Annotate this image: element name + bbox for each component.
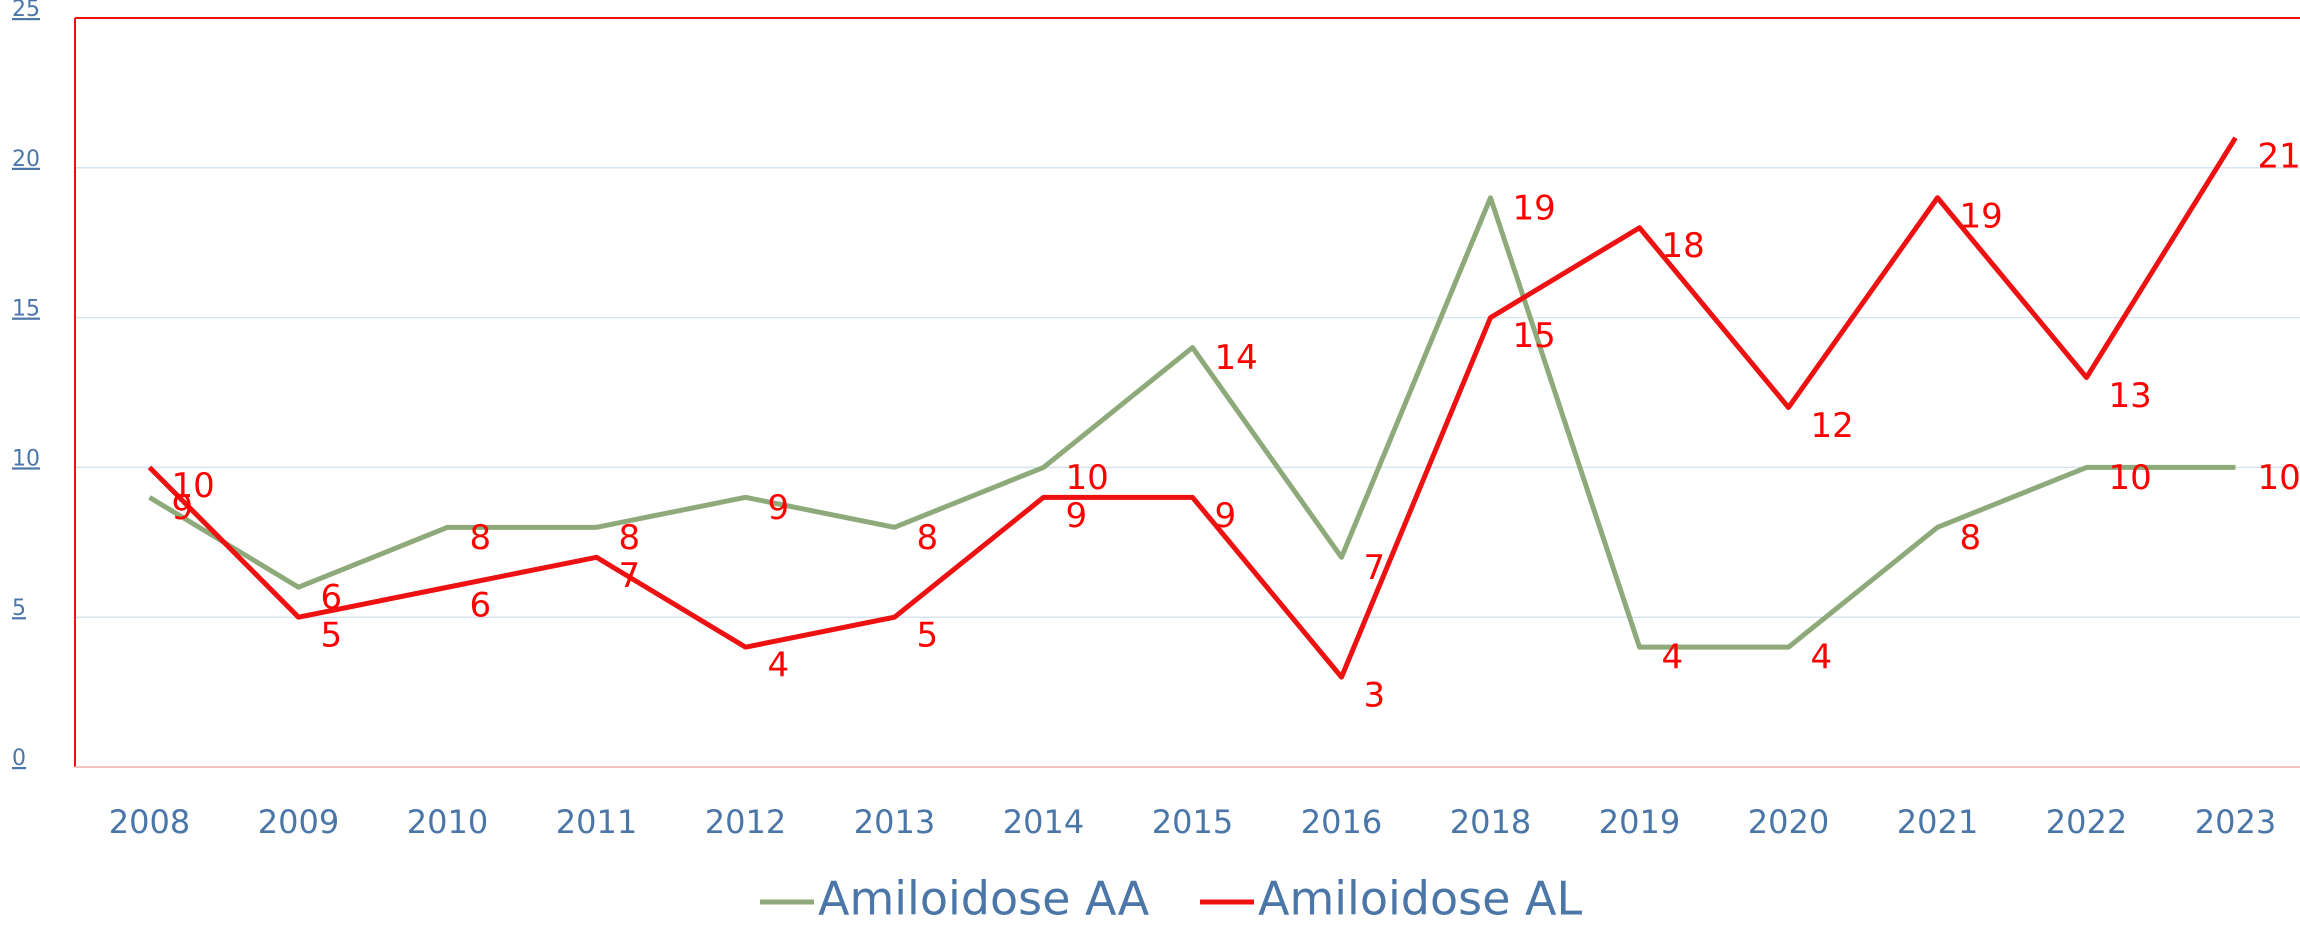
legend-label: Amiloidose AA [818,872,1150,926]
data-label: 7 [619,556,641,596]
x-tick-label: 2018 [1450,803,1531,841]
x-tick-label: 2011 [556,803,637,841]
data-label: 8 [917,518,939,558]
x-tick-label: 2010 [407,803,488,841]
data-label: 19 [1960,196,2003,236]
data-label: 8 [619,518,641,558]
x-tick-label: 2013 [854,803,935,841]
data-label: 10 [172,466,215,506]
y-tick-label: 0 [12,746,26,771]
data-label: 6 [321,578,343,618]
y-tick-label: 25 [12,0,40,22]
data-label: 5 [321,616,343,656]
data-label: 9 [1215,496,1237,536]
data-label: 6 [470,586,492,626]
data-label: 10 [2258,458,2300,498]
data-label: 19 [1513,188,1556,228]
data-label: 5 [917,616,939,656]
data-label: 4 [1662,638,1684,678]
series-line [148,195,2236,650]
x-tick-label: 2022 [2046,803,2127,841]
data-label: 9 [1066,496,1088,536]
x-tick-label: 2019 [1599,803,1680,841]
x-tick-label: 2020 [1748,803,1829,841]
data-label: 9 [768,488,790,528]
x-tick-label: 2023 [2195,803,2276,841]
legend-label: Amiloidose AL [1258,872,1582,926]
y-tick-label: 15 [12,297,40,322]
x-tick-label: 2015 [1152,803,1233,841]
y-tick-label: 10 [12,446,40,471]
data-label: 9 [172,488,194,528]
data-label: 18 [1662,226,1705,266]
y-tick-label: 5 [12,596,26,621]
data-label: 13 [2109,376,2152,416]
data-label: 4 [1811,638,1833,678]
x-tick-label: 2016 [1301,803,1382,841]
data-label: 12 [1811,406,1854,446]
x-tick-label: 2021 [1897,803,1978,841]
data-label: 10 [2109,458,2152,498]
x-tick-label: 2014 [1003,803,1084,841]
y-tick-label: 20 [12,147,40,172]
data-label: 14 [1215,338,1258,378]
x-tick-label: 2008 [109,803,190,841]
data-label: 3 [1364,676,1386,716]
data-label: 21 [2258,136,2300,176]
data-label: 8 [1960,518,1982,558]
data-label: 4 [768,646,790,686]
x-tick-label: 2009 [258,803,339,841]
data-label: 8 [470,518,492,558]
data-label: 7 [1364,548,1386,588]
x-tick-label: 2012 [705,803,786,841]
data-label: 10 [1066,458,1109,498]
series-line [147,136,2238,680]
data-label: 15 [1513,316,1556,356]
